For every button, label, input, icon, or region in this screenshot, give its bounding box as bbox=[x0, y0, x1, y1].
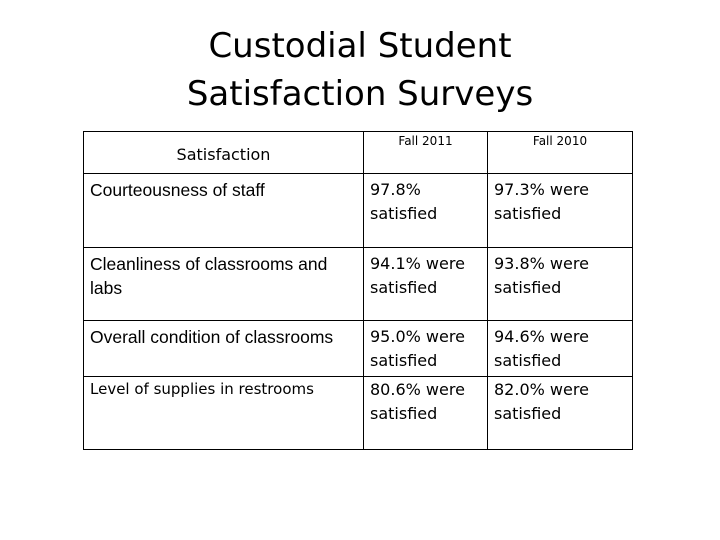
row-category: Level of supplies in restrooms bbox=[83, 376, 364, 450]
row-fall-2010-value: 82.0% were satisfied bbox=[487, 376, 633, 450]
header-fall-2010: Fall 2010 bbox=[487, 131, 633, 174]
row-fall-2011-value: 94.1% were satisfied bbox=[363, 247, 488, 321]
slide-title-line-1: Custodial Student bbox=[208, 26, 512, 66]
header-fall-2011: Fall 2011 bbox=[363, 131, 488, 174]
table-header-row: Satisfaction Fall 2011 Fall 2010 bbox=[83, 131, 633, 174]
row-category: Overall condition of classrooms bbox=[83, 320, 364, 377]
slide-title-line-2: Satisfaction Surveys bbox=[186, 74, 534, 114]
satisfaction-table: Satisfaction Fall 2011 Fall 2010 Courteo… bbox=[83, 131, 633, 450]
row-fall-2011-value: 80.6% were satisfied bbox=[363, 376, 488, 450]
table-row: Level of supplies in restrooms 80.6% wer… bbox=[83, 376, 633, 450]
header-satisfaction: Satisfaction bbox=[83, 131, 364, 174]
row-fall-2011-value: 97.8% satisfied bbox=[363, 173, 488, 248]
table-row: Cleanliness of classrooms and labs 94.1%… bbox=[83, 247, 633, 321]
table-row: Overall condition of classrooms 95.0% we… bbox=[83, 320, 633, 377]
row-category: Cleanliness of classrooms and labs bbox=[83, 247, 364, 321]
row-fall-2010-value: 94.6% were satisfied bbox=[487, 320, 633, 377]
row-fall-2010-value: 93.8% were satisfied bbox=[487, 247, 633, 321]
row-fall-2010-value: 97.3% were satisfied bbox=[487, 173, 633, 248]
slide-title: Custodial Student Satisfaction Surveys bbox=[0, 22, 720, 118]
row-category: Courteousness of staff bbox=[83, 173, 364, 248]
table-row: Courteousness of staff 97.8% satisfied 9… bbox=[83, 173, 633, 248]
row-fall-2011-value: 95.0% were satisfied bbox=[363, 320, 488, 377]
